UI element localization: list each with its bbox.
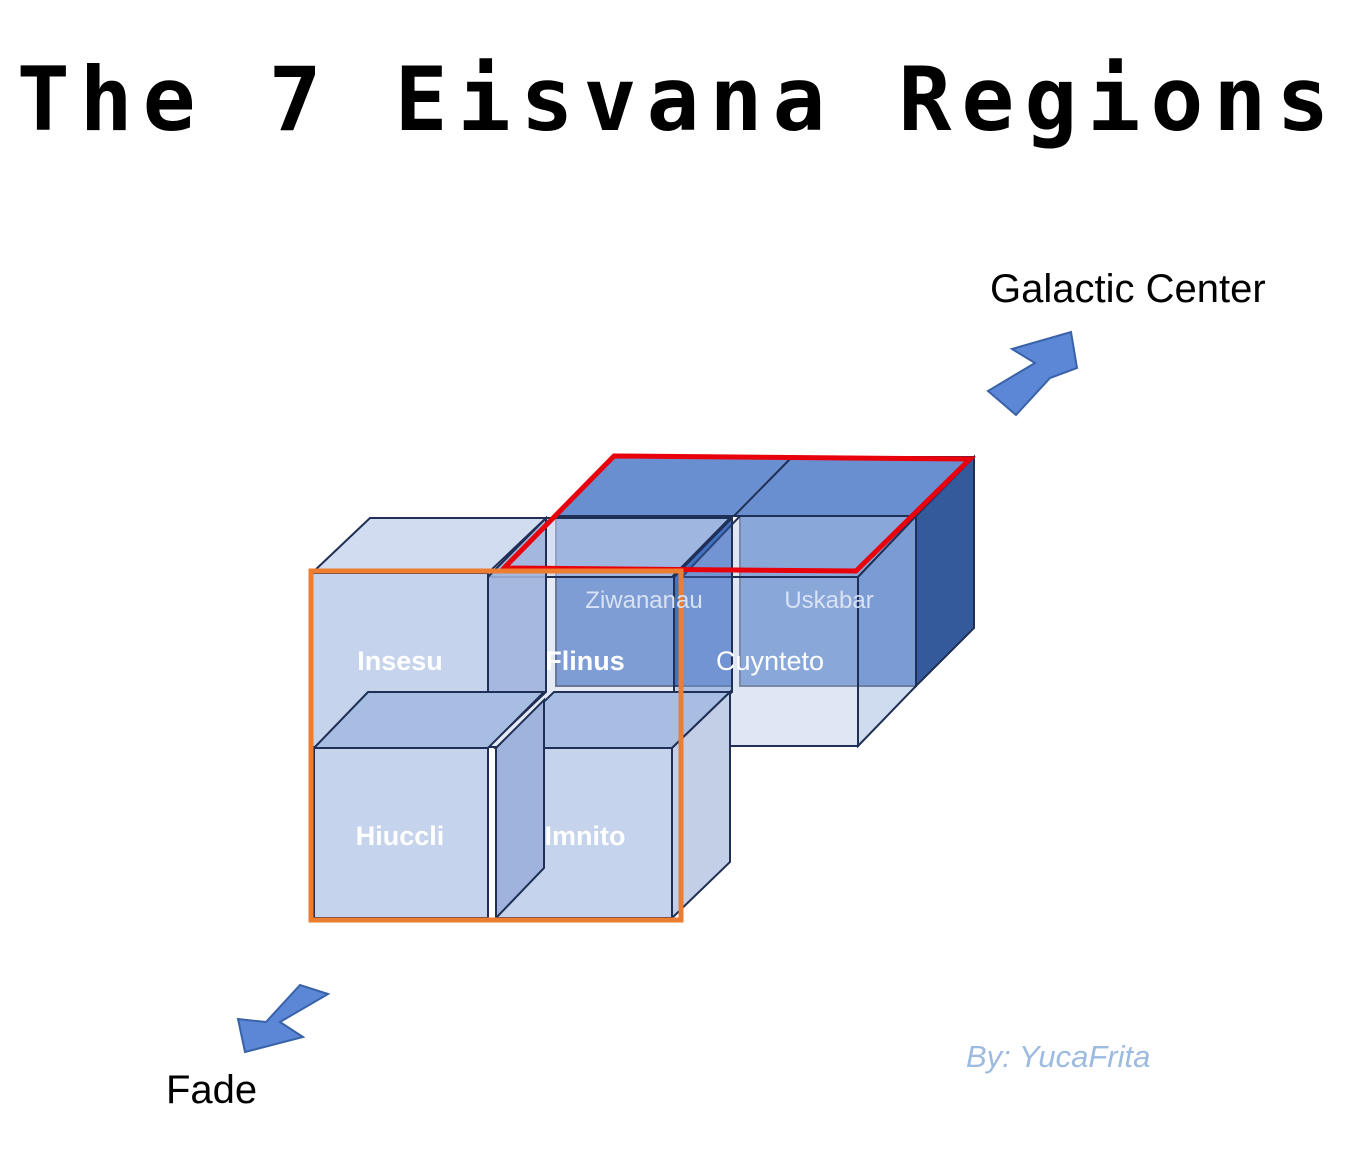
label-imnito: Imnito (545, 821, 626, 851)
galactic-center-arrow-icon (986, 330, 1079, 417)
page-title: The 7 Eisvana Regions (17, 48, 1340, 151)
cube-hiuccli (311, 691, 547, 919)
label-insesu: Insesu (357, 646, 443, 676)
cube-imnito (493, 689, 733, 921)
credit-text: By: YucaFrita (966, 1039, 1150, 1074)
fade-label: Fade (166, 1068, 257, 1112)
label-uskabar: Uskabar (784, 587, 873, 614)
cube-insesu (309, 517, 549, 748)
galactic-center-label: Galactic Center (990, 267, 1266, 311)
orange-highlight-outline (308, 568, 684, 923)
label-ziwananau: Ziwananau (585, 587, 702, 614)
label-cuynteto: Cuynteto (716, 646, 824, 676)
label-hiuccli: Hiuccli (356, 821, 445, 851)
red-highlight-outline (498, 453, 977, 574)
label-flinus: Flinus (545, 646, 625, 676)
fade-arrow-icon (236, 983, 331, 1054)
